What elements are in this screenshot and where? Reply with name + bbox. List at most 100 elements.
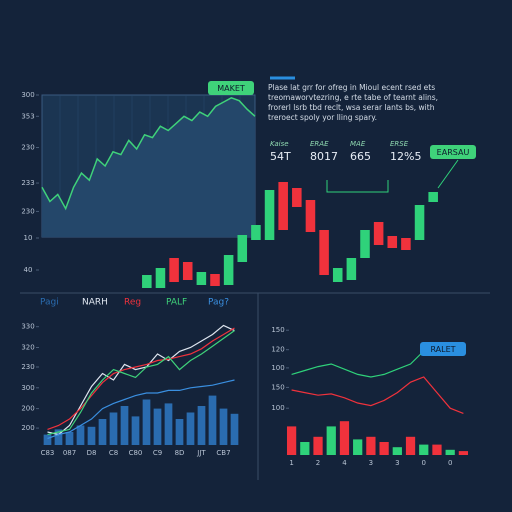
candle-body xyxy=(182,262,193,280)
bar xyxy=(339,421,350,455)
candle-body xyxy=(196,272,207,285)
bar xyxy=(76,425,85,445)
bar xyxy=(313,436,323,455)
x-tick-label: 4 xyxy=(342,459,347,467)
x-tick-label: JJT xyxy=(196,449,206,457)
stat-label: ERSE xyxy=(390,140,409,148)
x-tick-label: 0 xyxy=(448,459,452,467)
text-line: treroect spoly yor lling spary. xyxy=(268,113,377,122)
bar xyxy=(164,403,173,445)
stat-label: Kaise xyxy=(270,140,289,148)
bar xyxy=(197,406,206,445)
x-tick-label: D8 xyxy=(87,449,97,457)
candle-body xyxy=(401,238,411,250)
bar xyxy=(98,419,107,445)
y-tick-label: 230 xyxy=(21,207,34,215)
bar xyxy=(230,413,239,445)
bar xyxy=(131,416,140,445)
bar xyxy=(142,399,151,445)
candle-body xyxy=(155,268,166,288)
bar xyxy=(109,412,118,445)
candle-body xyxy=(305,200,316,232)
area-line xyxy=(41,97,256,211)
stat-value: 8017 xyxy=(310,150,338,163)
y-tick-label: 200 xyxy=(21,424,34,432)
candle-body xyxy=(414,205,425,240)
bar xyxy=(54,429,63,445)
x-tick-label: C80 xyxy=(129,449,143,457)
x-tick-label: C8 xyxy=(109,449,118,457)
bar xyxy=(43,434,52,445)
x-tick-label: 0 xyxy=(422,459,426,467)
candle-body xyxy=(428,192,438,202)
legend-label: PALF xyxy=(166,298,187,308)
bar xyxy=(186,412,195,445)
candle-body xyxy=(278,182,288,230)
y-tick-label: 120 xyxy=(271,346,284,354)
y-tick-label: 353 xyxy=(21,112,34,120)
y-tick-label: 330 xyxy=(21,323,34,331)
candle-body xyxy=(210,274,220,286)
candle-body xyxy=(360,230,370,258)
bar xyxy=(445,449,455,455)
bar xyxy=(286,426,297,455)
text-line: frorerl lsrb tbd reclt, wsa serar lants … xyxy=(268,103,435,112)
stat-value: 12%5 xyxy=(390,150,421,163)
candle-body xyxy=(292,188,302,207)
text-line: treomaworvtezring, e rte tabe of tearnt … xyxy=(268,93,438,102)
line xyxy=(47,327,235,430)
y-tick-label: 10 xyxy=(24,234,33,242)
bar xyxy=(175,419,184,445)
x-tick-label: 2 xyxy=(316,459,320,467)
y-tick-label: 40 xyxy=(24,266,33,274)
x-tick-label: 087 xyxy=(63,449,76,457)
x-tick-label: C9 xyxy=(153,449,162,457)
pointer xyxy=(437,159,459,189)
bar xyxy=(392,447,402,455)
bar xyxy=(366,436,376,455)
candle-body xyxy=(373,222,384,245)
x-tick-label: CB7 xyxy=(216,449,230,457)
bar xyxy=(379,442,389,455)
line xyxy=(47,324,235,436)
area xyxy=(42,97,255,237)
legend-label: Reg xyxy=(124,298,141,308)
stat-label: ERAE xyxy=(310,140,329,148)
candle-body xyxy=(223,255,234,285)
bar xyxy=(120,406,129,445)
bar xyxy=(419,444,429,455)
y-tick-label: 150 xyxy=(271,383,284,391)
stat-value: 54T xyxy=(270,150,291,163)
bar xyxy=(87,426,96,445)
bar xyxy=(326,426,336,455)
candle-body xyxy=(346,258,357,280)
bar xyxy=(208,395,217,445)
y-tick-label: 300 xyxy=(21,384,34,392)
candle-body xyxy=(387,236,398,248)
candle-body xyxy=(264,190,275,240)
candle-body xyxy=(251,225,261,240)
stat-label: MAE xyxy=(350,140,366,148)
bar xyxy=(65,432,74,445)
x-tick-label: 8D xyxy=(175,449,185,457)
stat-value: 665 xyxy=(350,150,371,163)
candle-body xyxy=(142,275,152,288)
y-tick-label: 320 xyxy=(21,344,34,352)
y-tick-label: 230 xyxy=(21,363,34,371)
bar xyxy=(153,408,162,445)
line xyxy=(47,330,235,436)
bar xyxy=(353,439,363,455)
y-tick-label: 200 xyxy=(21,405,34,413)
bar xyxy=(300,442,310,455)
bar xyxy=(458,451,469,455)
y-tick-label: 233 xyxy=(21,179,34,187)
bar xyxy=(405,436,416,455)
line xyxy=(47,379,235,440)
bar xyxy=(219,408,228,445)
x-tick-label: 3 xyxy=(369,459,373,467)
bar xyxy=(432,444,442,455)
x-tick-label: 3 xyxy=(395,459,399,467)
y-tick-label: 150 xyxy=(271,326,284,334)
legend-label: NARH xyxy=(82,298,108,308)
